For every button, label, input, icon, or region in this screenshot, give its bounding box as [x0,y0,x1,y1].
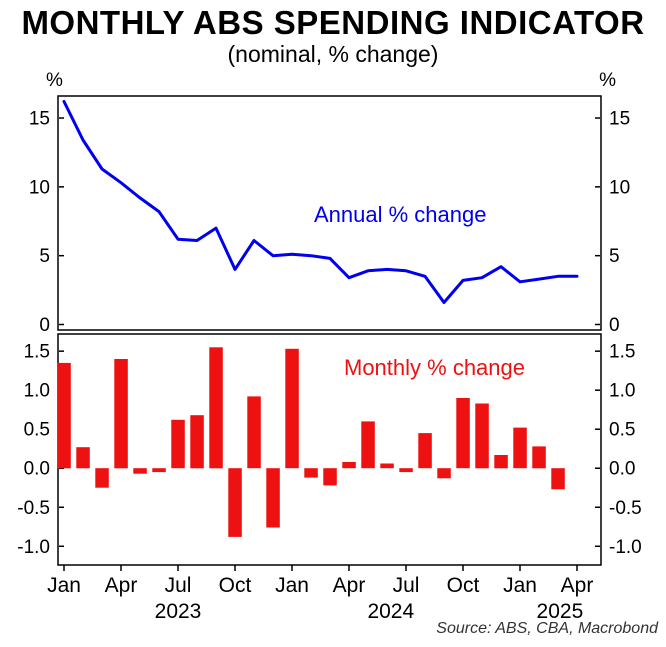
monthly-bar [494,455,508,469]
source-note: Source: ABS, CBA, Macrobond [436,620,658,637]
x-year-label: 2024 [367,600,414,623]
monthly-bar [247,396,261,469]
panel-border [57,95,602,331]
y-tick-label-right: 15 [609,109,630,130]
monthly-bar [475,403,489,469]
annual-line-series [62,100,579,304]
monthly-bar [418,433,432,469]
y-tick-label-right: 0.0 [609,459,635,480]
right-axis-unit-label: % [599,70,616,91]
monthly-bar [399,468,413,473]
y-tick-label-right: 10 [609,177,630,198]
x-tick-label: Oct [447,574,480,597]
y-tick-label-left: 1.0 [24,381,50,402]
monthly-bar [228,468,242,537]
y-tick-label-right: 5 [609,246,620,267]
monthly-bar [532,446,546,469]
monthly-bar [437,468,451,479]
x-tick-label: Jul [165,574,192,597]
monthly-bar [76,447,90,469]
monthly-bar [171,419,185,469]
left-axis-unit-label: % [46,70,63,91]
x-tick-label: Jan [47,574,81,597]
monthly-bar [361,421,375,469]
y-tick-label-left: 0.5 [24,420,50,441]
x-year-label: 2023 [155,600,202,623]
monthly-series-label: Monthly % change [344,355,525,380]
y-tick-label-right: -0.5 [609,498,642,519]
x-tick-label: Apr [561,574,594,597]
y-tick-label-right: -1.0 [609,537,642,558]
monthly-bar [285,348,299,469]
y-tick-label-left: 0.0 [24,459,50,480]
monthly-bar [513,427,527,469]
monthly-bar [190,415,204,469]
monthly-bar [342,462,356,469]
chart-subtitle: (nominal, % change) [227,41,439,67]
x-tick-label: Jan [275,574,309,597]
y-tick-label-right: 0 [609,315,620,336]
y-tick-label-right: 1.0 [609,381,635,402]
monthly-bar [551,468,565,490]
monthly-bar [57,362,71,469]
chart-title: MONTHLY ABS SPENDING INDICATOR [21,4,645,41]
y-tick-label-left: -0.5 [17,498,50,519]
y-tick-label-left: 5 [39,246,50,267]
monthly-bar [133,468,147,474]
x-tick-label: Oct [219,574,252,597]
monthly-bar [209,347,223,469]
y-tick-label-right: 1.5 [609,342,635,363]
y-tick-label-left: 10 [29,177,50,198]
monthly-bar [323,468,337,486]
monthly-bar [152,468,166,473]
y-tick-label-left: -1.0 [17,537,50,558]
annual-series-label: Annual % change [314,202,487,227]
monthly-bar [304,468,318,478]
x-tick-label: Apr [333,574,366,597]
monthly-bar [114,359,128,469]
y-tick-label-left: 1.5 [24,342,50,363]
y-tick-label-left: 15 [29,109,50,130]
monthly-bar [456,398,470,469]
y-tick-label-right: 0.5 [609,420,635,441]
monthly-bar [380,463,394,469]
monthly-bar [95,468,109,488]
monthly-bar [266,468,280,528]
x-year-label: 2025 [537,600,584,623]
x-tick-label: Jul [393,574,420,597]
x-tick-label: Jan [503,574,537,597]
x-tick-label: Apr [105,574,138,597]
y-tick-label-left: 0 [39,315,50,336]
